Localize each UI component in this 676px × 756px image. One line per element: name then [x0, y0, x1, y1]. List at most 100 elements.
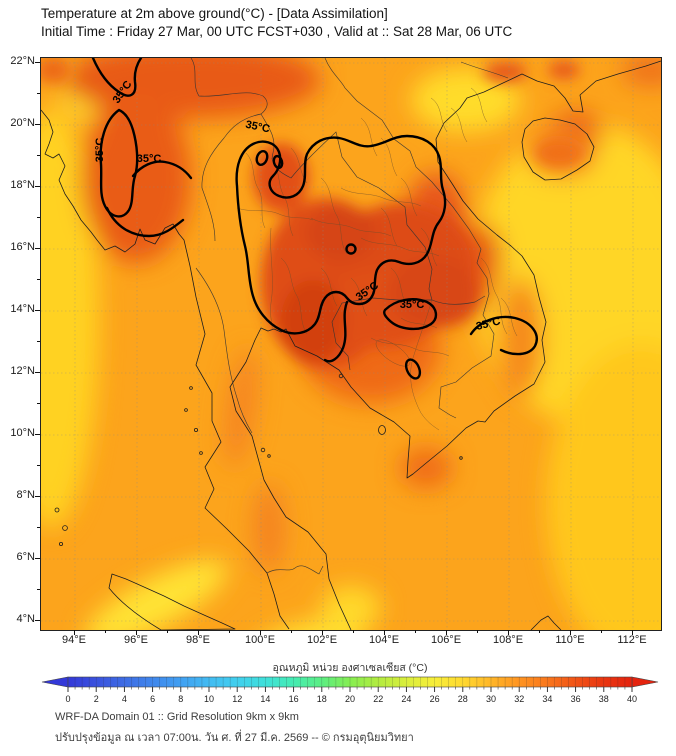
colorbar-tick-label: 8 — [178, 694, 183, 704]
lon-minor-tick — [353, 630, 354, 633]
country-borders — [190, 58, 509, 575]
map-plot-area: 35°C 35°C 35°C 35°C 35°C 35°C 35°C — [40, 57, 662, 631]
colorbar-tick-label: 2 — [94, 694, 99, 704]
lat-tick-mark — [35, 310, 40, 311]
colorbar-tick-label: 20 — [345, 694, 355, 704]
lat-minor-tick — [37, 217, 40, 218]
lon-tick-mark — [446, 630, 447, 635]
lat-minor-tick — [37, 155, 40, 156]
lon-tick-label: 98°E — [186, 634, 210, 646]
lon-tick-label: 104°E — [368, 634, 400, 646]
page-subtitle: Initial Time : Friday 27 Mar, 00 UTC FCS… — [41, 24, 513, 39]
coast-myanmar-peninsula — [41, 109, 290, 630]
lat-tick-mark — [35, 124, 40, 125]
colorbar-tick-label: 12 — [232, 694, 242, 704]
colorbar-tick-label: 4 — [122, 694, 127, 704]
colorbar-tick-label: 38 — [599, 694, 609, 704]
colorbar-tick-label: 30 — [486, 694, 496, 704]
lon-tick-mark — [322, 630, 323, 635]
lon-minor-tick — [415, 630, 416, 633]
hot-core-blobs — [41, 58, 583, 368]
lat-tick-mark — [35, 248, 40, 249]
colorbar-tick-label: 14 — [260, 694, 270, 704]
lon-tick-mark — [74, 630, 75, 635]
lat-tick-label: 20°N — [10, 117, 35, 129]
coast-borneo-tip — [530, 615, 562, 630]
lon-minor-tick — [167, 630, 168, 633]
colorbar-tick-label: 32 — [514, 694, 524, 704]
temperature-map: 35°C35°C 35°C35°C35°C35°C35°C — [41, 58, 661, 630]
lon-tick-mark — [136, 630, 137, 635]
footer-update-info: ปรับปรุงข้อมูล ณ เวลา 07:00น. วัน ศ. ที่… — [55, 732, 414, 744]
colorbar-tick-label: 36 — [571, 694, 581, 704]
colorbar-tick-label: 18 — [317, 694, 327, 704]
page-title: Temperature at 2m above ground(°C) - [Da… — [41, 6, 388, 21]
colorbar-tick-label: 28 — [458, 694, 468, 704]
lat-tick-mark — [35, 372, 40, 373]
footer-domain-info: WRF-DA Domain 01 :: Grid Resolution 9km … — [55, 711, 299, 723]
colorbar-tick-label: 40 — [627, 694, 637, 704]
lat-tick-label: 22°N — [10, 55, 35, 67]
lat-tick-mark — [35, 620, 40, 621]
lat-tick-label: 16°N — [10, 241, 35, 253]
lat-minor-tick — [37, 527, 40, 528]
coast-gulf-indochina — [229, 60, 661, 630]
lon-tick-label: 112°E — [617, 634, 647, 646]
colorbar-tick-label: 26 — [430, 694, 440, 704]
graticule-grid — [41, 58, 661, 630]
lat-tick-mark — [35, 496, 40, 497]
isotherm-label: 35°C — [475, 315, 502, 333]
lat-tick-label: 18°N — [10, 179, 35, 191]
lon-tick-label: 94°E — [62, 634, 86, 646]
lat-tick-mark — [35, 558, 40, 559]
lon-minor-tick — [105, 630, 106, 633]
colorbar-tick-label: 0 — [65, 694, 70, 704]
lat-tick-label: 8°N — [16, 489, 35, 501]
lon-minor-tick — [477, 630, 478, 633]
coast-sumatra — [108, 573, 236, 630]
colorbar-tick-label: 10 — [204, 694, 214, 704]
lon-tick-label: 108°E — [492, 634, 524, 646]
lat-tick-label: 14°N — [10, 303, 35, 315]
lat-tick-label: 4°N — [16, 613, 35, 625]
isotherm-label: 35°C — [94, 138, 106, 163]
colorbar-tick-label: 34 — [542, 694, 552, 704]
lon-minor-tick — [229, 630, 230, 633]
colorbar-left-arrow — [41, 676, 69, 688]
isotherm-label: 35°C — [400, 299, 425, 311]
lon-tick-mark — [198, 630, 199, 635]
lon-minor-tick — [601, 630, 602, 633]
lon-tick-mark — [508, 630, 509, 635]
temperature-colorbar: 0 2 4 6 8 10 12 14 16 18 20 22 24 26 28 30 32 34 36 38 40 — [41, 676, 659, 704]
lat-tick-mark — [35, 186, 40, 187]
lat-minor-tick — [37, 465, 40, 466]
lat-minor-tick — [37, 279, 40, 280]
lon-tick-label: 100°E — [244, 634, 276, 646]
isotherm-35c-contours — [91, 58, 538, 380]
isotherm-label: 35°C — [137, 153, 162, 165]
lon-tick-label: 110°E — [555, 634, 585, 646]
lon-tick-mark — [632, 630, 633, 635]
coastlines — [41, 60, 661, 630]
colorbar-tick-label: 24 — [401, 694, 411, 704]
lon-tick-mark — [570, 630, 571, 635]
lon-tick-mark — [260, 630, 261, 635]
lat-minor-tick — [37, 589, 40, 590]
lat-minor-tick — [37, 93, 40, 94]
lat-tick-mark — [35, 434, 40, 435]
lat-tick-label: 10°N — [10, 427, 35, 439]
lat-tick-label: 6°N — [16, 551, 35, 563]
lat-minor-tick — [37, 341, 40, 342]
coast-hainan-island — [521, 117, 595, 181]
lat-tick-label: 12°N — [10, 365, 35, 377]
isotherm-label: 35°C — [244, 119, 271, 136]
lon-tick-label: 102°E — [306, 634, 338, 646]
lon-minor-tick — [539, 630, 540, 633]
colorbar-tick-label: 16 — [289, 694, 299, 704]
colorbar-right-arrow — [631, 676, 659, 688]
lon-tick-label: 96°E — [124, 634, 148, 646]
lon-minor-tick — [291, 630, 292, 633]
colorbar-title: อุณหภูมิ หน่วย องศาเซลเซียส (°C) — [272, 662, 428, 674]
lat-tick-mark — [35, 62, 40, 63]
